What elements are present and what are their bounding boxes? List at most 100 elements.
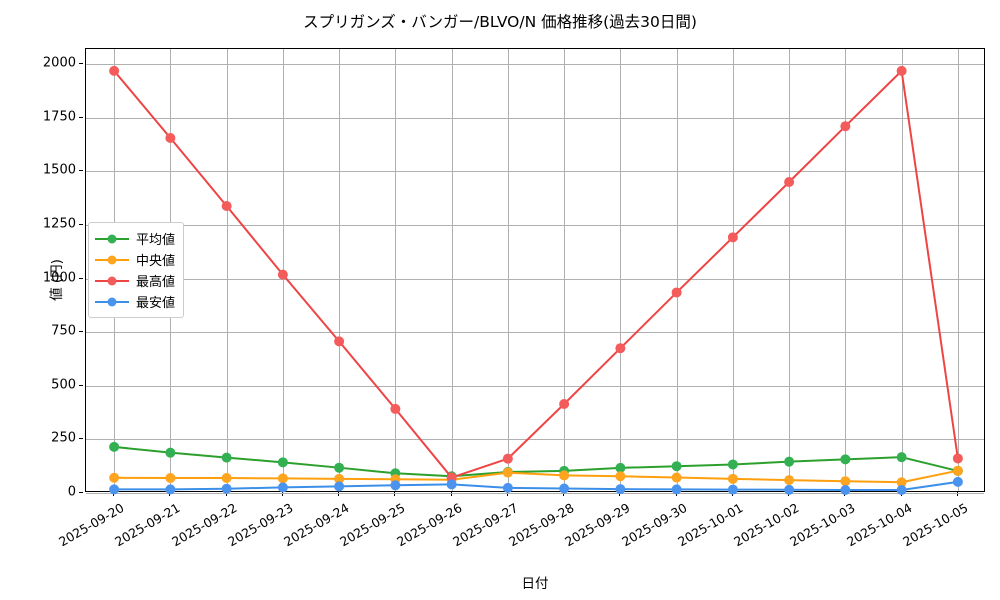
- gridline-vertical: [451, 49, 453, 491]
- series-最高値: [109, 65, 963, 483]
- data-point: [952, 476, 963, 487]
- data-point: [559, 470, 570, 481]
- data-point: [221, 452, 232, 463]
- x-tick-mark: [394, 492, 396, 496]
- legend-item-最高値[interactable]: 最高値: [95, 270, 175, 291]
- x-tick-mark: [225, 492, 227, 496]
- y-tick-label: 250: [51, 430, 76, 446]
- legend-item-中央値[interactable]: 中央値: [95, 249, 175, 270]
- data-point: [784, 456, 795, 467]
- data-point: [334, 473, 345, 484]
- data-point: [727, 232, 738, 243]
- data-point: [446, 472, 457, 483]
- data-point: [784, 484, 795, 495]
- gridline-vertical: [339, 49, 341, 491]
- data-point: [559, 483, 570, 494]
- data-point: [277, 457, 288, 468]
- data-point: [671, 287, 682, 298]
- data-point: [840, 121, 851, 132]
- gridline-horizontal: [86, 439, 984, 441]
- data-point: [727, 484, 738, 495]
- gridline-vertical: [901, 49, 903, 491]
- series-line: [113, 69, 959, 479]
- data-point: [221, 201, 232, 212]
- data-point: [615, 343, 626, 354]
- data-point: [165, 472, 176, 483]
- data-point: [615, 484, 626, 495]
- data-point: [671, 484, 682, 495]
- y-tick-mark: [79, 116, 83, 118]
- y-tick-mark: [79, 384, 83, 386]
- series-layer: [109, 65, 963, 495]
- legend-swatch-icon: [95, 232, 129, 246]
- gridline-horizontal: [86, 332, 984, 334]
- data-point: [221, 472, 232, 483]
- y-tick-mark: [79, 492, 83, 493]
- legend-item-平均値[interactable]: 平均値: [95, 228, 175, 249]
- data-point: [221, 483, 232, 494]
- gridline-horizontal: [86, 171, 984, 173]
- series-line: [113, 469, 959, 484]
- series-line: [113, 445, 959, 478]
- legend-swatch-icon: [95, 295, 129, 309]
- gridline-vertical: [507, 49, 509, 491]
- legend-label: 最安値: [136, 296, 176, 311]
- data-point: [277, 473, 288, 484]
- x-axis-label: 日付: [521, 576, 549, 592]
- series-line: [113, 480, 959, 491]
- series-平均値: [109, 441, 963, 482]
- data-point: [334, 481, 345, 492]
- x-tick-mark: [563, 492, 565, 496]
- x-tick-mark: [281, 492, 283, 496]
- data-point: [165, 447, 176, 458]
- y-tick-label: 1000: [42, 270, 76, 285]
- data-point: [896, 485, 907, 495]
- y-tick-label: 1250: [42, 216, 76, 232]
- x-tick-mark: [338, 492, 340, 496]
- data-point: [109, 484, 120, 495]
- gridline-horizontal: [86, 224, 984, 226]
- data-point: [615, 471, 626, 482]
- data-point: [502, 453, 513, 464]
- data-point: [896, 452, 907, 463]
- data-point: [109, 65, 120, 76]
- gridline-vertical: [564, 49, 566, 491]
- gridline-horizontal: [86, 278, 984, 280]
- legend-label: 最高値: [136, 275, 176, 290]
- data-point: [840, 454, 851, 465]
- data-point: [952, 453, 963, 464]
- plot-area: [85, 48, 985, 495]
- data-point: [334, 462, 345, 473]
- legend-label: 中央値: [136, 254, 176, 269]
- legend-label: 平均値: [136, 233, 176, 248]
- y-tick-mark: [79, 331, 83, 333]
- gridline-vertical: [620, 49, 622, 491]
- y-tick-mark: [79, 223, 83, 225]
- y-tick-mark: [79, 277, 83, 279]
- y-tick-label: 1500: [42, 162, 76, 178]
- legend-item-最安値[interactable]: 最安値: [95, 291, 175, 312]
- data-point: [840, 485, 851, 495]
- x-tick-mark: [506, 492, 508, 496]
- chart-title: スプリガンズ・バンガー/BLVO/N 価格推移(過去30日間): [303, 13, 697, 31]
- x-tick-mark: [450, 492, 452, 496]
- y-tick-label: 1750: [42, 109, 76, 125]
- data-point: [165, 133, 176, 144]
- data-point: [671, 472, 682, 483]
- data-point: [109, 441, 120, 452]
- data-point: [615, 462, 626, 473]
- y-tick-label: 2000: [42, 55, 76, 71]
- gridline-horizontal: [86, 117, 984, 119]
- gridline-vertical: [226, 49, 228, 491]
- legend-swatch-icon: [95, 253, 129, 267]
- data-point: [502, 482, 513, 493]
- gridline-vertical: [732, 49, 734, 491]
- gridline-vertical: [845, 49, 847, 491]
- data-point: [896, 477, 907, 488]
- gridline-horizontal: [86, 493, 984, 494]
- data-point: [334, 336, 345, 347]
- data-point: [559, 398, 570, 409]
- data-point: [784, 475, 795, 486]
- data-point: [446, 479, 457, 490]
